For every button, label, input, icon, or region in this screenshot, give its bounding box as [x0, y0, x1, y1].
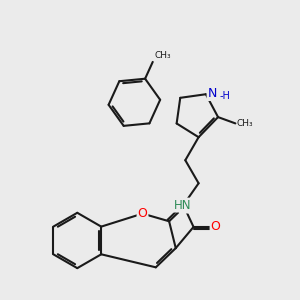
Text: -H: -H	[219, 91, 230, 100]
Text: N: N	[208, 87, 217, 100]
Text: CH₃: CH₃	[154, 52, 171, 61]
Text: O: O	[211, 220, 220, 233]
Text: HN: HN	[174, 199, 191, 212]
Text: CH₃: CH₃	[237, 119, 254, 128]
Text: O: O	[138, 207, 148, 220]
Text: O: O	[180, 200, 190, 212]
